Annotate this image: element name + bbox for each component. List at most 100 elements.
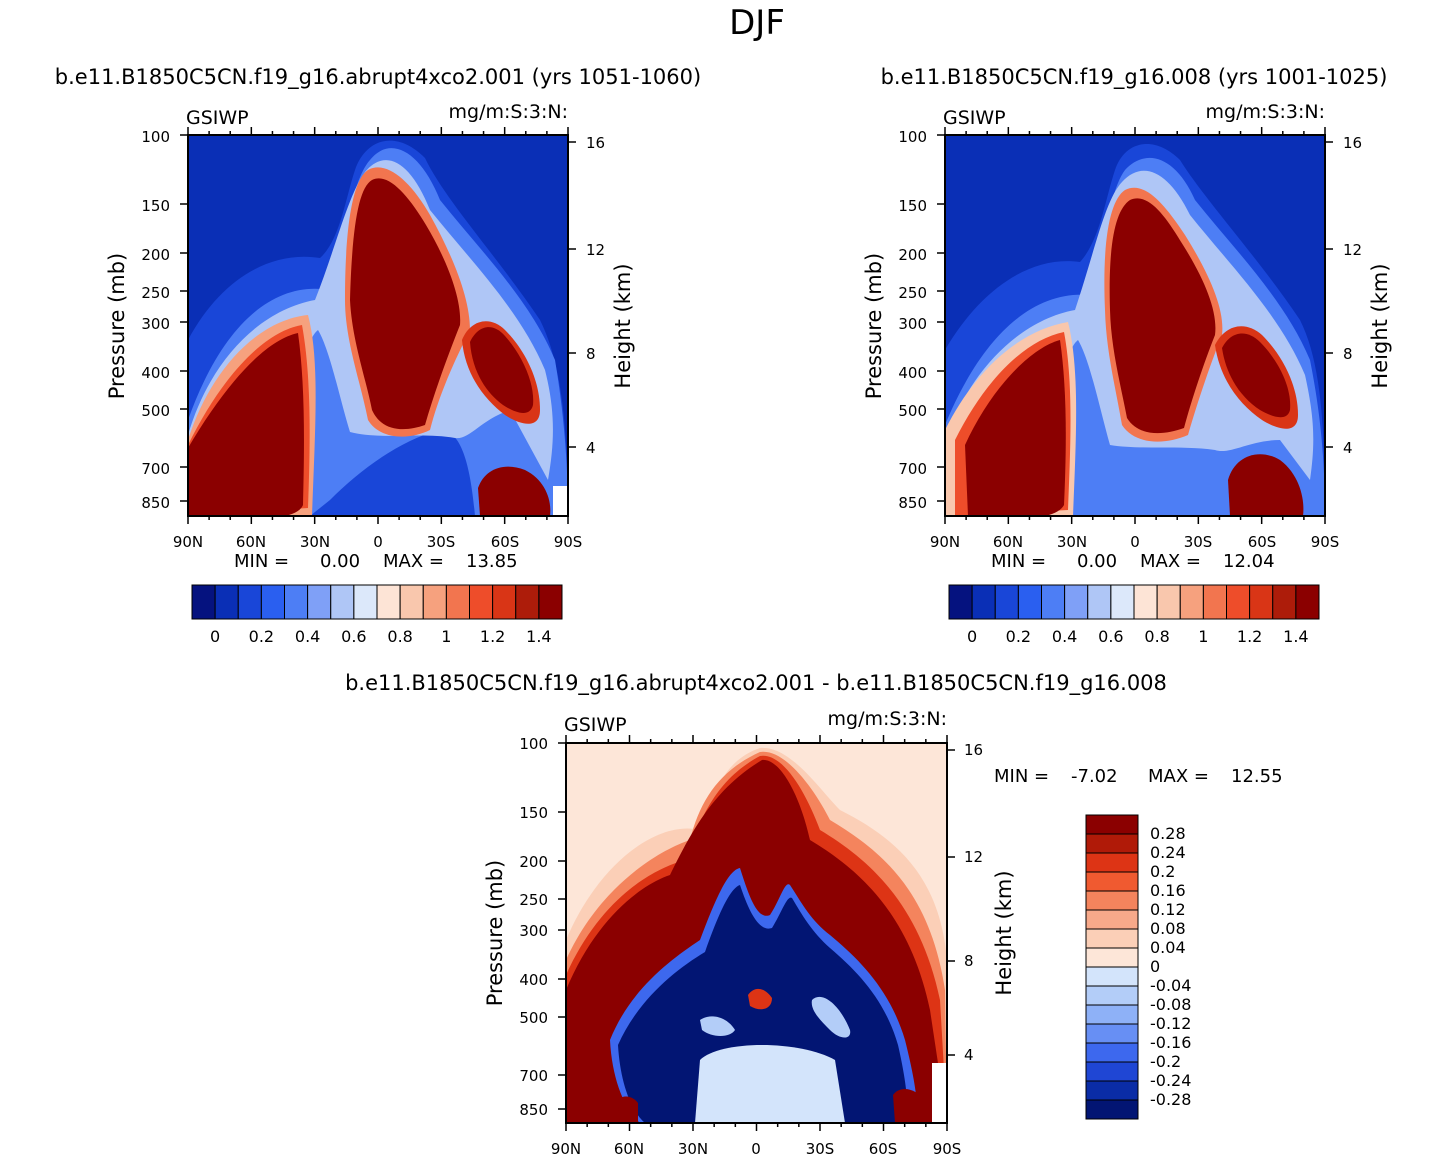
x-tick-label: 30S [1184, 533, 1213, 551]
colorbar-label: 0.4 [295, 627, 320, 646]
colorbar-swatch [1085, 1042, 1139, 1063]
colorbar-swatch [1202, 584, 1227, 620]
y-tick-label: 850 [519, 1101, 548, 1119]
x-tick-label: 90S [554, 533, 583, 551]
panel-title: b.e11.B1850C5CN.f19_g16.abrupt4xco2.001 … [55, 65, 701, 90]
colorbar-label: -0.28 [1150, 1090, 1191, 1109]
panel-difference: b.e11.B1850C5CN.f19_g16.abrupt4xco2.001 … [345, 671, 1282, 1158]
colorbar-swatch [1179, 584, 1204, 620]
colorbar-label: 0 [1150, 957, 1160, 976]
x-tick-label: 90S [1311, 533, 1340, 551]
colorbar-label: -0.08 [1150, 995, 1191, 1014]
min-label: MIN = [234, 551, 289, 572]
panel-title: b.e11.B1850C5CN.f19_g16.abrupt4xco2.001 … [345, 671, 1167, 696]
colorbar-label: -0.24 [1150, 1071, 1191, 1090]
colorbar-swatch [538, 584, 563, 620]
x-tick-label: 60N [993, 533, 1023, 551]
x-tick-label: 90N [930, 533, 960, 551]
colorbar-label: -0.16 [1150, 1033, 1191, 1052]
colorbar-swatch [330, 584, 355, 620]
y-right-tick-label: 12 [964, 848, 983, 866]
colorbar-label: 0.04 [1150, 938, 1186, 957]
colorbar-swatch [1272, 584, 1297, 620]
y-right-tick-label: 12 [586, 241, 605, 259]
colorbar-swatch [1085, 890, 1139, 911]
y-right-tick-label: 12 [1343, 241, 1362, 259]
y-axis-label: Pressure (mb) [105, 253, 129, 400]
variable-label: GSIWP [943, 107, 1006, 129]
y-axis-label: Pressure (mb) [862, 253, 886, 400]
colorbar-swatch [994, 584, 1019, 620]
y-axis-label-right: Height (km) [1368, 263, 1392, 388]
units-label: mg/m:S:3:N: [828, 708, 947, 730]
colorbar-swatch [1295, 584, 1320, 620]
y-tick-label: 100 [519, 735, 548, 753]
y-axis-label-right: Height (km) [992, 870, 1016, 995]
y-tick-label: 700 [519, 1067, 548, 1085]
colorbar-swatch [948, 584, 973, 620]
y-axis-label-right: Height (km) [611, 263, 635, 388]
colorbar-swatch [260, 584, 285, 620]
y-right-tick-label: 4 [586, 439, 596, 457]
x-tick-label: 60S [491, 533, 520, 551]
colorbar-swatch [376, 584, 401, 620]
colorbar-swatch [1085, 814, 1139, 835]
colorbar-label: 1.2 [1237, 627, 1262, 646]
colorbar-label: 0 [210, 627, 220, 646]
y-right-tick-label: 4 [1343, 439, 1353, 457]
panel-title: b.e11.B1850C5CN.f19_g16.008 (yrs 1001-10… [881, 65, 1388, 90]
min-value: 0.00 [320, 551, 360, 572]
min-label: MIN = [994, 766, 1049, 787]
y-tick-label: 300 [898, 315, 927, 333]
max-label: MAX = [383, 551, 444, 572]
variable-label: GSIWP [186, 107, 249, 129]
colorbar-label: 0.2 [249, 627, 274, 646]
colorbar-label: 0.2 [1150, 862, 1175, 881]
colorbar-label: 0.6 [1098, 627, 1123, 646]
colorbar-swatch [1085, 928, 1139, 949]
colorbar-swatch [1085, 833, 1139, 854]
colorbar-label: 0.4 [1052, 627, 1077, 646]
x-tick-label: 60S [1248, 533, 1277, 551]
colorbar-label: 0.8 [387, 627, 412, 646]
y-tick-label: 150 [898, 197, 927, 215]
colorbar-label: 1.2 [480, 627, 505, 646]
colorbar-label: 0.2 [1006, 627, 1031, 646]
colorbar-swatch [353, 584, 378, 620]
y-right-tick-label: 8 [964, 952, 974, 970]
y-tick-label: 850 [898, 494, 927, 512]
x-tick-label: 90N [173, 533, 203, 551]
min-value: -7.02 [1071, 766, 1118, 787]
y-tick-label: 300 [519, 922, 548, 940]
colorbar-label: 1 [441, 627, 451, 646]
y-tick-label: 150 [141, 197, 170, 215]
y-right-tick-label: 8 [586, 345, 596, 363]
colorbar-swatch [1156, 584, 1181, 620]
x-tick-label: 30S [427, 533, 456, 551]
units-label: mg/m:S:3:N: [1206, 101, 1325, 123]
max-label: MAX = [1148, 766, 1209, 787]
y-right-tick-label: 8 [1343, 345, 1353, 363]
colorbar-swatch [515, 584, 540, 620]
colorbar-swatch [469, 584, 494, 620]
max-label: MAX = [1140, 551, 1201, 572]
y-tick-label: 500 [141, 402, 170, 420]
y-tick-label: 400 [898, 364, 927, 382]
colorbar-swatch [1226, 584, 1251, 620]
y-tick-label: 100 [141, 128, 170, 146]
figure-title: DJF [729, 3, 785, 43]
colorbar-label: 1.4 [526, 627, 551, 646]
colorbar-label: 0.12 [1150, 900, 1186, 919]
x-tick-label: 0 [1130, 533, 1140, 551]
y-axis-label: Pressure (mb) [483, 860, 507, 1007]
contour-field [945, 135, 1325, 516]
variable-label: GSIWP [564, 714, 627, 736]
colorbar-label: -0.04 [1150, 976, 1191, 995]
colorbar-swatch [1087, 584, 1112, 620]
min-value: 0.00 [1077, 551, 1117, 572]
max-value: 13.85 [466, 551, 518, 572]
colorbar-label: 0.16 [1150, 881, 1186, 900]
colorbar-swatch [1085, 1023, 1139, 1044]
colorbar-swatch [1110, 584, 1135, 620]
